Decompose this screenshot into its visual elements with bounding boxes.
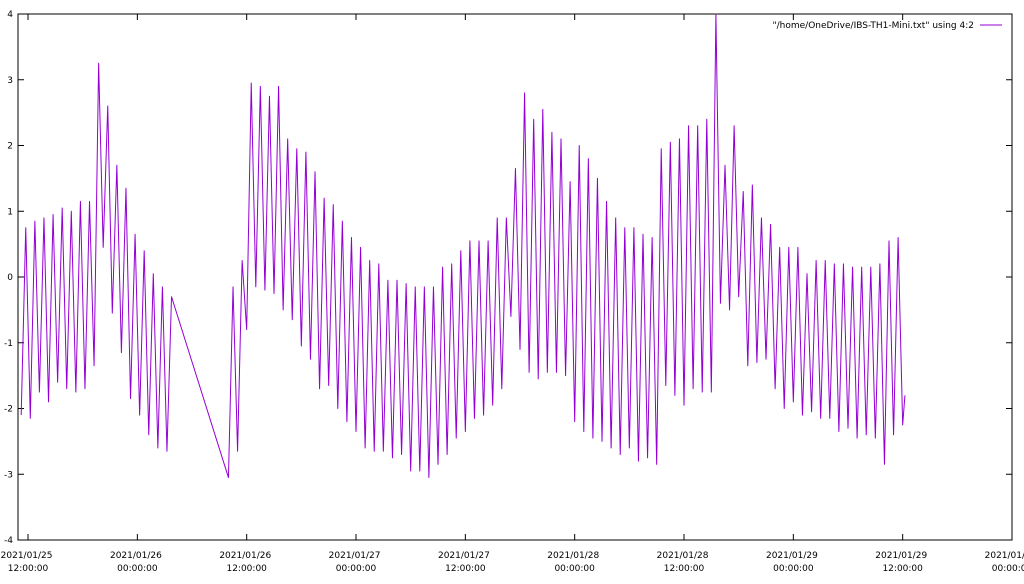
y-tick-label: -3: [4, 470, 13, 480]
x-tick-label: 2021/01/25 12:00:00: [1, 551, 56, 574]
y-tick-label: 4: [7, 10, 13, 20]
y-tick-label: -4: [4, 536, 13, 546]
y-tick-label: -1: [4, 339, 13, 349]
y-tick-label: 1: [7, 207, 13, 217]
x-tick-label: 2021/01/26 00:00:00: [110, 551, 165, 574]
x-tick-label: 2021/01/30 00:00:00: [985, 551, 1024, 574]
y-tick-label: 0: [7, 273, 13, 283]
y-tick-label: -2: [4, 405, 13, 415]
x-tick-label: 2021/01/29 12:00:00: [875, 551, 930, 574]
x-tick-label: 2021/01/27 12:00:00: [438, 551, 493, 574]
legend-label: "/home/OneDrive/IBS-TH1-Mini.txt" using …: [773, 21, 975, 31]
x-tick-label: 2021/01/28 00:00:00: [547, 551, 602, 574]
x-tick-label: 2021/01/29 00:00:00: [766, 551, 821, 574]
x-tick-label: 2021/01/26 12:00:00: [219, 551, 274, 574]
x-tick-label: 2021/01/28 12:00:00: [657, 551, 712, 574]
plot-border: [17, 13, 1013, 541]
y-tick-label: 3: [7, 76, 13, 86]
data-line: [20, 13, 906, 479]
y-tick-label: 2: [7, 142, 13, 152]
x-tick-label: 2021/01/27 00:00:00: [329, 551, 384, 574]
